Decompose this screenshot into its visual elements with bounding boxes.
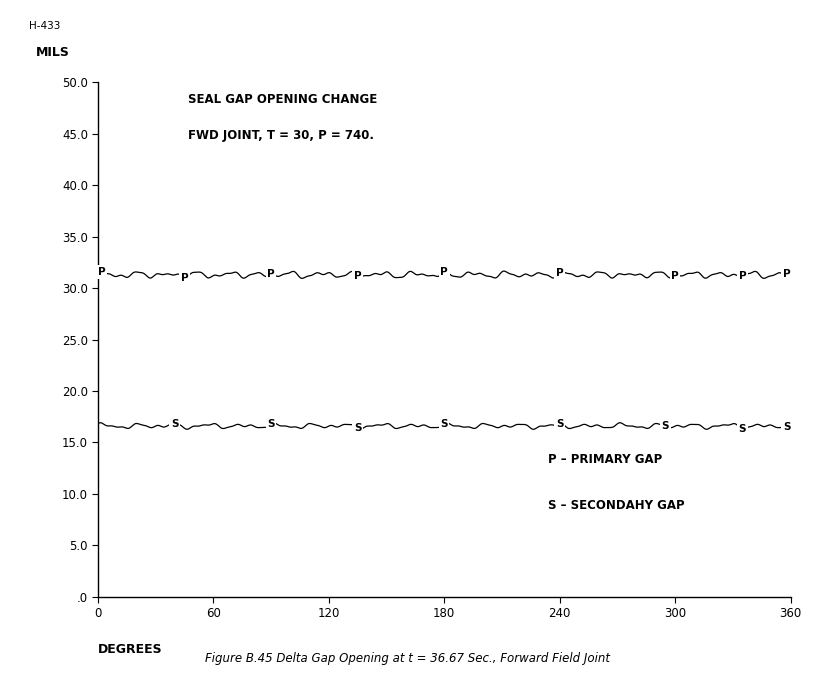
Text: Figure B.45 Delta Gap Opening at t = 36.67 Sec., Forward Field Joint: Figure B.45 Delta Gap Opening at t = 36.… [205, 652, 610, 665]
Text: P: P [672, 270, 679, 281]
Text: P: P [783, 270, 791, 279]
Text: S: S [440, 419, 448, 429]
Text: P: P [440, 267, 448, 277]
Text: S: S [662, 421, 669, 431]
Text: P: P [354, 271, 361, 281]
Text: P – PRIMARY GAP: P – PRIMARY GAP [548, 453, 663, 466]
Text: P: P [181, 272, 188, 283]
Text: DEGREES: DEGREES [98, 643, 162, 656]
Text: S: S [267, 418, 275, 429]
Text: SEAL GAP OPENING CHANGE: SEAL GAP OPENING CHANGE [188, 93, 377, 106]
Text: P: P [556, 268, 563, 278]
Text: S – SECONDAHY GAP: S – SECONDAHY GAP [548, 499, 685, 512]
Text: P: P [267, 270, 275, 279]
Text: S: S [556, 418, 563, 429]
Text: S: S [783, 422, 791, 431]
Text: S: S [354, 423, 361, 434]
Text: P: P [738, 271, 747, 281]
Text: P: P [98, 267, 105, 277]
Text: S: S [738, 423, 747, 434]
Text: S: S [171, 419, 178, 429]
Text: MILS: MILS [36, 46, 69, 59]
Text: FWD JOINT, T = 30, P = 740.: FWD JOINT, T = 30, P = 740. [188, 129, 374, 141]
Text: H-433: H-433 [29, 21, 59, 31]
